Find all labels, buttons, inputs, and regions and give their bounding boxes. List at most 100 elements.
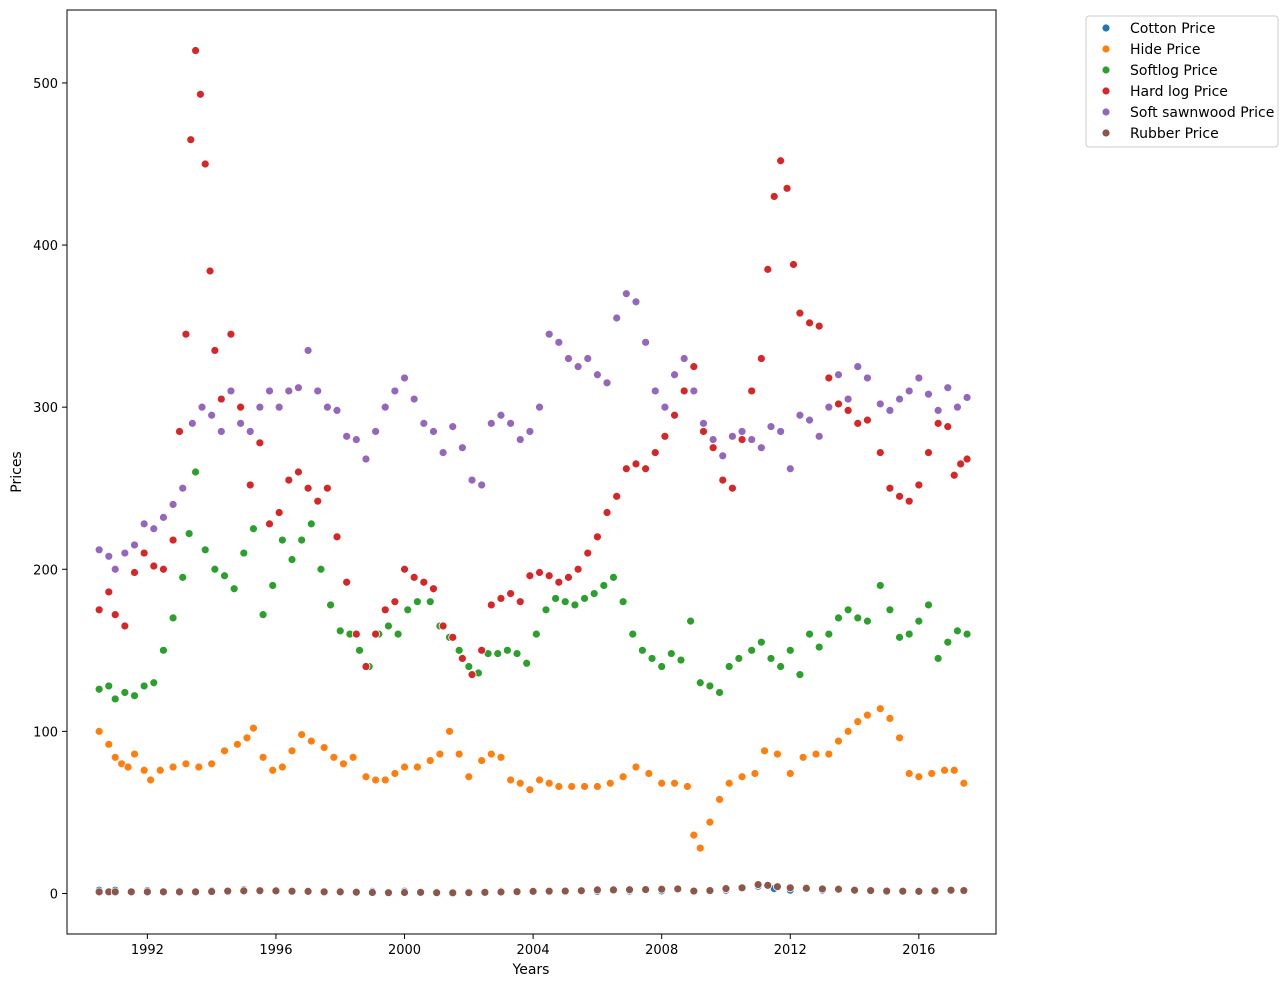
data-point	[512, 649, 522, 658]
data-point	[297, 730, 307, 740]
series-hide-price	[94, 704, 969, 853]
data-point	[863, 710, 872, 720]
data-point	[904, 629, 914, 639]
data-point	[785, 645, 795, 655]
data-point	[580, 594, 589, 603]
data-point	[294, 383, 303, 393]
data-point	[834, 613, 843, 623]
data-point	[287, 555, 297, 564]
data-point	[191, 46, 200, 55]
data-point	[904, 769, 914, 778]
data-point	[544, 571, 554, 581]
data-point	[335, 887, 345, 897]
data-point	[824, 402, 834, 412]
data-point	[592, 532, 602, 542]
data-point	[564, 572, 573, 582]
y-tick-label: 500	[33, 77, 58, 92]
data-point	[644, 769, 654, 778]
data-point	[226, 329, 236, 339]
data-point	[319, 743, 329, 752]
data-point	[737, 427, 747, 436]
data-point	[863, 373, 872, 383]
data-point	[525, 427, 535, 436]
data-point	[412, 597, 422, 607]
data-point	[196, 89, 205, 99]
data-point	[882, 886, 892, 896]
data-point	[930, 886, 940, 896]
data-point	[766, 654, 776, 663]
data-point	[708, 443, 718, 453]
data-point	[650, 448, 660, 457]
data-point	[843, 405, 853, 415]
data-point	[560, 886, 570, 896]
data-point	[207, 887, 217, 896]
data-point	[110, 564, 120, 574]
data-point	[875, 399, 885, 409]
data-point	[824, 749, 834, 759]
data-point	[599, 581, 609, 590]
data-point	[477, 756, 487, 765]
legend-label: Cotton Price	[1130, 21, 1215, 37]
data-point	[445, 726, 454, 736]
data-point	[361, 454, 371, 464]
data-point	[371, 629, 380, 639]
data-point	[724, 778, 734, 788]
data-point	[168, 500, 178, 509]
data-point	[638, 645, 647, 655]
data-point	[657, 662, 667, 671]
data-point	[412, 762, 422, 772]
data-point	[962, 393, 972, 402]
data-point	[284, 475, 294, 485]
data-point	[766, 422, 776, 432]
data-point	[419, 418, 429, 428]
y-tick-label: 200	[33, 563, 58, 578]
legend-marker	[1101, 128, 1111, 138]
data-point	[866, 886, 876, 895]
data-point	[464, 888, 474, 898]
x-tick-label: 2004	[517, 943, 550, 958]
data-point	[502, 645, 512, 655]
data-point	[184, 529, 194, 538]
data-point	[592, 370, 602, 380]
data-point	[486, 749, 496, 759]
data-point	[390, 597, 400, 607]
data-point	[573, 362, 583, 372]
data-point	[229, 584, 239, 594]
data-point	[200, 159, 210, 169]
data-point	[457, 654, 467, 663]
data-point	[94, 545, 104, 555]
data-point	[924, 600, 933, 610]
data-point	[486, 600, 496, 610]
data-points	[94, 46, 972, 898]
data-point	[834, 399, 843, 409]
data-point	[371, 427, 380, 436]
data-point	[104, 587, 114, 597]
data-point	[554, 337, 564, 347]
data-point	[933, 418, 943, 428]
data-point	[689, 362, 699, 372]
data-point	[287, 886, 297, 896]
data-point	[448, 422, 458, 432]
data-point	[496, 410, 506, 420]
data-point	[255, 886, 265, 896]
data-point	[962, 454, 972, 464]
data-point	[477, 480, 487, 490]
data-point	[953, 402, 962, 412]
data-point	[255, 402, 265, 412]
data-point	[760, 746, 769, 756]
data-point	[380, 402, 390, 412]
data-point	[104, 551, 114, 561]
data-point	[197, 402, 207, 412]
data-point	[258, 752, 268, 762]
data-point	[303, 886, 313, 896]
data-point	[544, 886, 554, 896]
data-point	[695, 678, 705, 688]
data-point	[223, 886, 233, 896]
data-point	[612, 491, 622, 501]
data-point	[904, 496, 914, 506]
data-point	[130, 568, 139, 577]
data-point	[943, 422, 953, 432]
data-point	[631, 762, 641, 772]
data-point	[885, 714, 895, 723]
data-point	[805, 629, 814, 639]
